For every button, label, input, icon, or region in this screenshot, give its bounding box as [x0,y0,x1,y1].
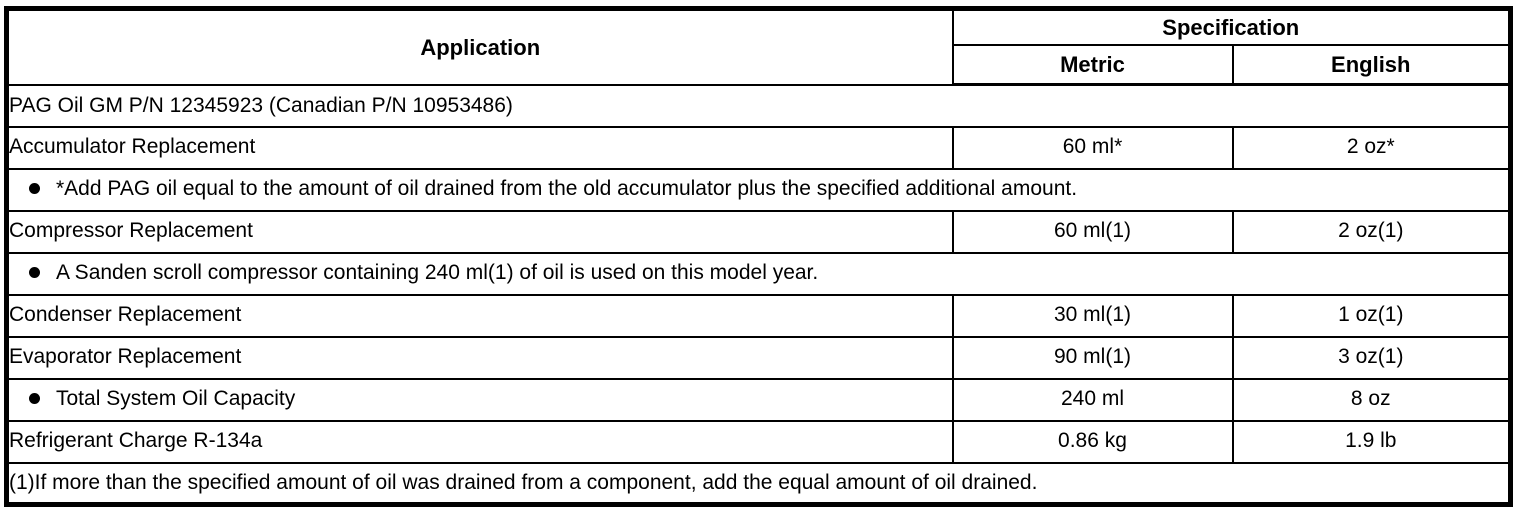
row-application-cell-text: Compressor Replacement [9,219,253,243]
row-span-cell: PAG Oil GM P/N 12345923 (Canadian P/N 10… [5,83,1512,128]
table-body: PAG Oil GM P/N 12345923 (Canadian P/N 10… [5,83,1512,506]
bullet-icon [29,183,40,195]
row-english-cell-text: 3 oz(1) [1338,345,1404,369]
row-english-cell: 2 oz* [1231,125,1512,170]
row-english-cell: 1 oz(1) [1231,293,1512,338]
row-span-cell-text: (1)If more than the specified amount of … [9,470,1038,494]
row-application-cell-text: Total System Oil Capacity [56,387,296,411]
table-row: Accumulator Replacement 60 ml* 2 oz* [5,125,1512,170]
row-span-cell: *Add PAG oil equal to the amount of oil … [5,167,1512,212]
table-row: Total System Oil Capacity 240 ml 8 oz [5,377,1512,422]
row-application-cell-text: Evaporator Replacement [9,345,242,369]
row-application-cell-text: Condenser Replacement [9,303,242,327]
row-english-cell: 8 oz [1231,377,1512,422]
row-span-cell-text: PAG Oil GM P/N 12345923 (Canadian P/N 10… [9,93,513,117]
row-application-cell: Evaporator Replacement [5,335,954,380]
row-english-cell-text: 1.9 lb [1345,429,1397,453]
row-english-cell-text: 8 oz [1350,387,1391,411]
row-span-cell: A Sanden scroll compressor containing 24… [5,251,1512,296]
table-header: Application Specification Metric English [5,7,1512,86]
row-english-cell-text: 2 oz(1) [1338,219,1404,243]
table-row: Evaporator Replacement 90 ml(1) 3 oz(1) [5,335,1512,380]
row-metric-cell-text: 60 ml* [1062,135,1123,159]
application-column-header: Application [5,7,954,86]
specification-column-header: Specification [951,7,1512,46]
row-metric-cell: 60 ml* [951,125,1234,170]
row-metric-cell-text: 60 ml(1) [1053,219,1132,243]
row-application-cell: Compressor Replacement [5,209,954,254]
row-english-cell: 2 oz(1) [1231,209,1512,254]
specification-table: Application Specification Metric English… [4,6,1514,507]
row-metric-cell-text: 0.86 kg [1058,429,1127,453]
row-metric-cell-text: 90 ml(1) [1053,345,1132,369]
row-span-cell-text: *Add PAG oil equal to the amount of oil … [56,177,1078,201]
row-application-cell: Refrigerant Charge R-134a [5,419,954,464]
metric-column-header: Metric [951,43,1234,86]
table-row: A Sanden scroll compressor containing 24… [5,251,1512,296]
row-application-cell: Condenser Replacement [5,293,954,338]
table-row: *Add PAG oil equal to the amount of oil … [5,167,1512,212]
bullet-icon [29,267,40,279]
english-column-header: English [1231,43,1512,86]
row-application-cell: Accumulator Replacement [5,125,954,170]
table-row: (1)If more than the specified amount of … [5,461,1512,506]
row-span-cell: (1)If more than the specified amount of … [5,461,1512,506]
row-english-cell-text: 1 oz(1) [1338,303,1404,327]
row-metric-cell: 60 ml(1) [951,209,1234,254]
row-english-cell: 1.9 lb [1231,419,1512,464]
row-metric-cell: 240 ml [951,377,1234,422]
row-application-cell-text: Refrigerant Charge R-134a [9,429,263,453]
table-row: Condenser Replacement 30 ml(1) 1 oz(1) [5,293,1512,338]
row-metric-cell: 30 ml(1) [951,293,1234,338]
table-row: Compressor Replacement 60 ml(1) 2 oz(1) [5,209,1512,254]
row-metric-cell-text: 240 ml [1060,387,1125,411]
table-row: Refrigerant Charge R-134a 0.86 kg 1.9 lb [5,419,1512,464]
row-span-cell-text: A Sanden scroll compressor containing 24… [56,261,819,285]
row-metric-cell: 0.86 kg [951,419,1234,464]
row-metric-cell-text: 30 ml(1) [1053,303,1132,327]
row-application-cell: Total System Oil Capacity [5,377,954,422]
row-application-cell-text: Accumulator Replacement [9,135,256,159]
row-english-cell-text: 2 oz* [1346,135,1395,159]
table-row: PAG Oil GM P/N 12345923 (Canadian P/N 10… [5,83,1512,128]
bullet-icon [29,393,40,405]
row-metric-cell: 90 ml(1) [951,335,1234,380]
row-english-cell: 3 oz(1) [1231,335,1512,380]
